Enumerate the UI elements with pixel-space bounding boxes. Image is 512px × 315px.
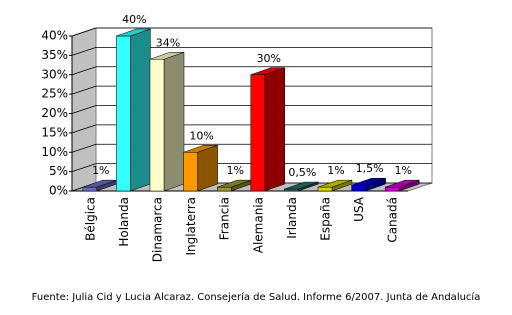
- bar-top: [385, 179, 420, 188]
- y-tick-label: 30%: [41, 67, 68, 81]
- x-tick-label: Canadá: [386, 197, 400, 243]
- bar: [149, 59, 165, 192]
- bar: [116, 35, 131, 192]
- y-tick-label: 5%: [49, 164, 68, 178]
- source: Fuente: Julia Cid y Lucia Alcaraz. Conse…: [32, 291, 481, 303]
- value-label: 1%: [327, 164, 344, 177]
- bar-top: [250, 67, 285, 75]
- grid-line-side: [71, 105, 97, 114]
- bar-side: [163, 51, 185, 192]
- y-tick-label: 35%: [41, 48, 68, 62]
- bar-side: [197, 144, 218, 192]
- value-label: 1%: [226, 164, 243, 177]
- grid-line-side: [71, 143, 97, 153]
- x-tick-label: Holanda: [117, 197, 131, 247]
- x-tick-label: Alemania: [251, 197, 265, 253]
- y-tick-label: 0%: [49, 184, 68, 198]
- bar-top: [317, 179, 353, 188]
- grid-line-side: [71, 85, 97, 95]
- y-tick-label: 25%: [41, 87, 68, 101]
- grid-line-side: [71, 66, 97, 76]
- grid-line-side: [71, 46, 97, 56]
- value-label: 40%: [122, 13, 146, 26]
- bar-top: [183, 145, 218, 153]
- y-tick-label: 15%: [41, 125, 68, 139]
- x-tick-label: Inglaterra: [184, 197, 198, 256]
- bar-top: [351, 177, 386, 186]
- x-tick-label: Irlanda: [285, 197, 299, 239]
- bar-top: [116, 28, 151, 37]
- bar-side: [264, 67, 286, 192]
- bar: [82, 186, 98, 192]
- grid-line-side: [71, 163, 97, 173]
- bar: [216, 186, 232, 192]
- bar-top: [284, 181, 319, 190]
- bar: [183, 152, 198, 192]
- bar: [250, 74, 266, 192]
- value-label: 1,5%: [356, 162, 384, 175]
- bar-side: [130, 28, 151, 192]
- x-tick-label: Bélgica: [83, 197, 97, 241]
- bar: [384, 186, 400, 192]
- bar: [351, 184, 366, 192]
- x-tick-label: España: [319, 197, 333, 241]
- value-label: 10%: [189, 129, 213, 142]
- x-tick-label: Francia: [218, 197, 232, 240]
- bar: [284, 188, 299, 192]
- y-tick-label: 10%: [41, 145, 68, 159]
- x-tick-label: USA: [352, 196, 366, 222]
- grid-line-side: [71, 27, 97, 37]
- x-tick-label: Dinamarca: [151, 197, 165, 262]
- value-label: 34%: [156, 36, 180, 49]
- value-label: 0,5%: [288, 166, 316, 179]
- value-label: 1%: [92, 164, 109, 177]
- bar: [317, 186, 333, 192]
- value-label: 30%: [257, 52, 281, 65]
- value-label: 1%: [394, 164, 411, 177]
- bar-top: [149, 52, 185, 60]
- y-tick-label: 40%: [41, 29, 68, 43]
- grid-line-side: [71, 124, 97, 134]
- y-tick-label: 20%: [41, 106, 68, 120]
